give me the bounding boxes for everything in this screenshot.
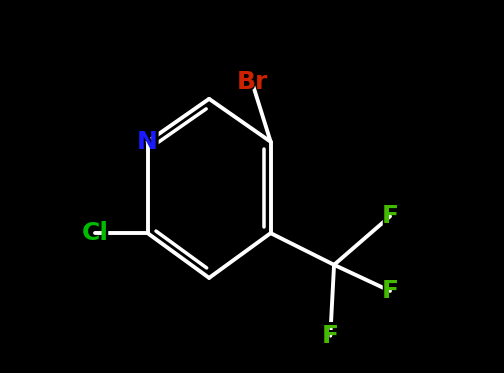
- Text: F: F: [322, 324, 339, 348]
- Text: Br: Br: [233, 68, 271, 97]
- Text: F: F: [382, 279, 399, 303]
- Text: N: N: [135, 127, 160, 156]
- Text: F: F: [380, 276, 400, 305]
- Text: Br: Br: [236, 70, 268, 94]
- Text: Cl: Cl: [79, 219, 112, 248]
- Text: F: F: [380, 202, 400, 231]
- Text: Cl: Cl: [82, 221, 109, 245]
- Text: F: F: [320, 321, 341, 350]
- Text: F: F: [382, 204, 399, 228]
- Text: N: N: [137, 130, 158, 154]
